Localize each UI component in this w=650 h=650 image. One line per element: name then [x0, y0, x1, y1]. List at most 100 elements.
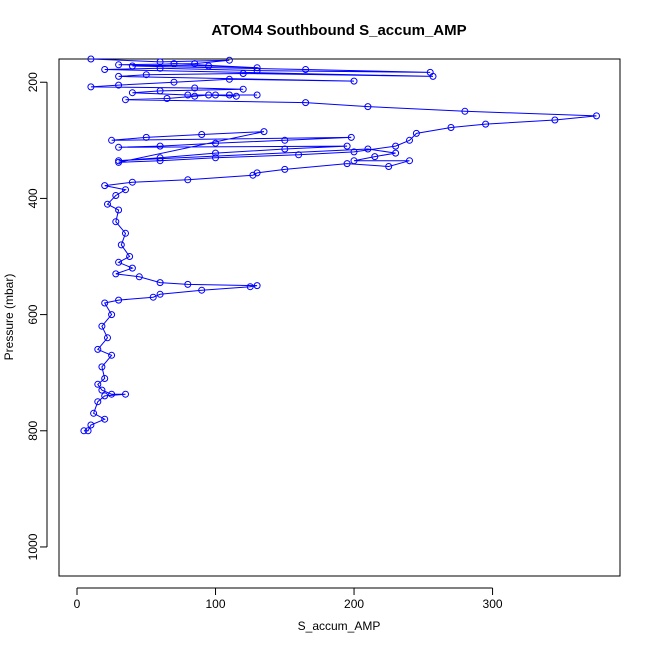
- data-point: [128, 264, 136, 272]
- y-axis: 200 400 600 800 1000: [26, 72, 48, 560]
- data-point: [232, 92, 240, 100]
- data-point: [249, 171, 257, 179]
- data-point: [191, 60, 199, 68]
- data-point: [253, 91, 261, 99]
- data-point: [392, 142, 400, 150]
- x-tick-label: 300: [483, 597, 503, 611]
- data-point: [98, 386, 106, 394]
- data-point: [429, 72, 437, 80]
- data-point: [101, 392, 109, 400]
- data-point: [156, 157, 164, 165]
- data-point: [115, 72, 123, 80]
- data-point: [593, 112, 600, 120]
- data-point: [184, 280, 192, 288]
- y-axis-label: Pressure (mbar): [2, 274, 16, 361]
- data-point: [128, 178, 136, 186]
- data-point: [90, 409, 98, 417]
- data-point: [156, 142, 164, 150]
- data-point: [406, 136, 413, 144]
- data-point: [350, 148, 358, 156]
- data-point: [87, 421, 95, 429]
- data-point: [163, 95, 171, 102]
- data-point: [87, 83, 95, 91]
- data-point: [101, 182, 109, 190]
- data-point: [84, 427, 92, 435]
- data-point: [94, 398, 102, 406]
- data-point: [98, 363, 106, 371]
- data-point: [115, 258, 123, 266]
- data-point: [115, 157, 123, 165]
- data-point: [253, 64, 261, 72]
- data-point: [115, 296, 123, 304]
- data-point: [371, 153, 379, 161]
- series-line: [83, 58, 597, 432]
- data-point: [302, 66, 310, 73]
- data-point: [350, 77, 358, 85]
- data-point: [212, 91, 219, 99]
- y-tick-label: 200: [26, 72, 40, 92]
- data-point: [343, 160, 351, 168]
- data-point: [122, 96, 129, 104]
- data-point: [447, 124, 455, 131]
- data-point: [104, 334, 111, 342]
- data-point: [101, 415, 109, 423]
- data-point: [198, 131, 206, 138]
- chart-title: ATOM4 Southbound S_accum_AMP: [211, 22, 466, 39]
- data-point: [170, 78, 178, 86]
- data-point: [482, 120, 490, 128]
- x-axis: 0 100 200 300: [74, 587, 503, 611]
- data-point: [115, 206, 123, 214]
- x-axis-label: S_accum_AMP: [298, 619, 381, 633]
- y-tick-label: 800: [26, 420, 40, 440]
- data-point: [191, 92, 199, 100]
- data-point: [112, 270, 120, 278]
- data-point: [142, 71, 150, 79]
- plot-frame: [58, 58, 621, 577]
- data-point: [364, 103, 372, 111]
- y-tick-label: 400: [26, 188, 40, 208]
- data-point: [253, 282, 261, 290]
- data-point: [117, 241, 125, 249]
- data-point: [205, 62, 213, 70]
- data-point: [302, 99, 310, 107]
- data-point: [122, 186, 129, 194]
- data-point: [115, 143, 123, 151]
- data-point: [101, 66, 109, 73]
- data-point: [94, 345, 102, 353]
- data-point: [225, 91, 233, 99]
- data-point: [281, 136, 289, 144]
- data-point: [122, 229, 129, 237]
- data-point: [122, 390, 129, 398]
- data-point: [156, 154, 164, 162]
- x-tick-label: 200: [344, 597, 364, 611]
- data-point: [253, 169, 261, 177]
- data-point: [212, 154, 219, 162]
- plot-area: [80, 55, 600, 435]
- data-point: [191, 84, 199, 92]
- data-point: [212, 149, 219, 157]
- data-point: [281, 145, 289, 153]
- data-point: [135, 273, 143, 281]
- x-tick-label: 0: [74, 597, 81, 611]
- data-point: [98, 322, 106, 330]
- data-point: [156, 290, 164, 298]
- data-point: [347, 133, 355, 141]
- data-point: [104, 200, 111, 208]
- y-tick-label: 600: [26, 304, 40, 324]
- data-point: [343, 142, 351, 150]
- x-tick-label: 100: [206, 597, 226, 611]
- data-point: [108, 390, 116, 398]
- y-tick-label: 1000: [26, 533, 40, 560]
- data-point: [108, 351, 116, 359]
- data-point: [350, 157, 358, 165]
- data-point: [412, 129, 420, 137]
- data-point: [246, 283, 254, 291]
- data-point: [253, 67, 261, 75]
- data-point: [112, 218, 120, 226]
- data-point: [94, 380, 102, 388]
- data-point: [128, 89, 136, 97]
- data-point: [128, 62, 136, 70]
- data-point: [281, 165, 289, 173]
- data-point: [115, 61, 123, 69]
